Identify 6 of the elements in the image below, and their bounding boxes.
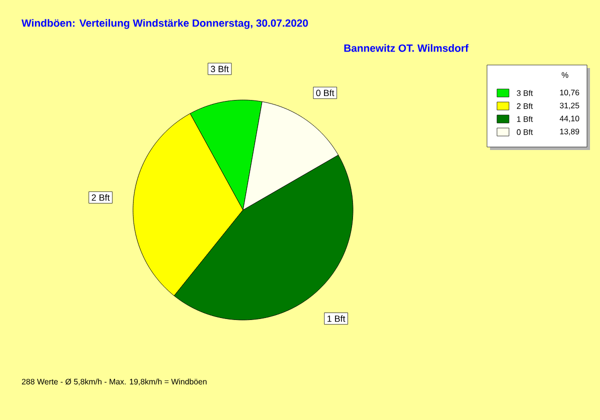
slice-label: 3 Bft bbox=[210, 66, 229, 72]
slice-label: 1 Bft bbox=[328, 315, 346, 322]
chart-subtitle: Bannewitz OT. Wilmsdorf bbox=[344, 44, 469, 52]
slice-label: 0 Bft bbox=[316, 90, 334, 96]
slice-label: 2 Bft bbox=[92, 194, 110, 201]
chart-title: Windböen: Verteilung Windstärke Donnerstag, 30.07.2020 bbox=[22, 19, 308, 29]
